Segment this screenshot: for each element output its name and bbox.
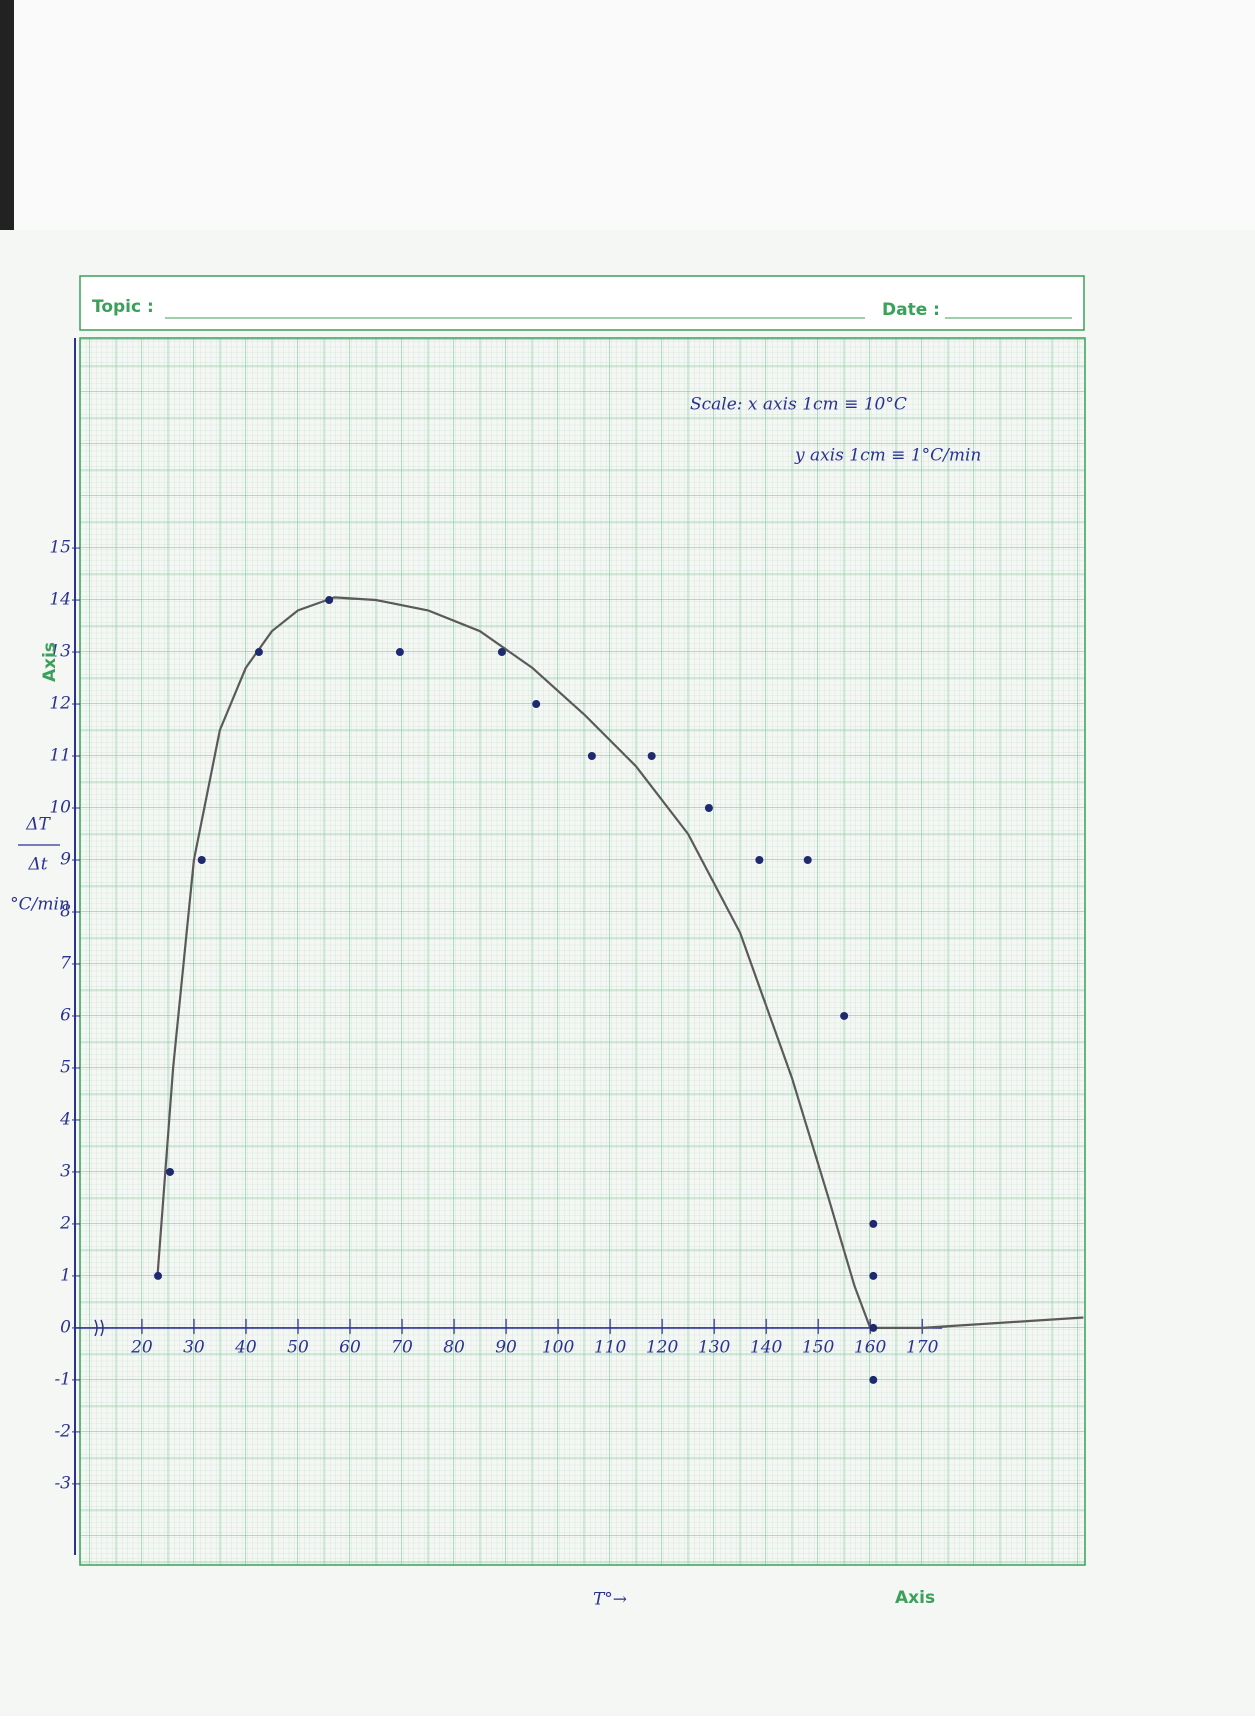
data-point [755,856,763,864]
data-point [396,648,404,656]
x-tick-label: 120 [646,1337,679,1357]
x-tick-label: 40 [234,1337,257,1357]
data-point [588,752,596,760]
date-label: Date : [882,300,940,320]
x-tick-label: 70 [391,1337,413,1357]
y-tick-label: 0 [60,1317,71,1337]
y-tick-label: 10 [49,798,71,818]
x-tick-label: 90 [495,1337,517,1357]
y-tick-label: -1 [54,1369,71,1389]
data-point [869,1324,877,1332]
annotation: y axis 1cm ≡ 1°C/min [794,446,981,466]
y-tick-label: 6 [60,1005,71,1025]
page: Topic : Date : 2030405060708090100110120… [0,0,1255,1716]
axis-note: Axis [40,642,60,682]
x-tick-label: 60 [339,1337,361,1357]
data-point [804,856,812,864]
x-tick-label: 150 [802,1337,835,1357]
data-point [648,752,656,760]
data-point [498,648,506,656]
x-tick-label: 30 [183,1337,205,1357]
x-tick-label: 110 [594,1337,627,1357]
x-tick-label: 50 [287,1337,309,1357]
axis-note: Axis [895,1588,935,1608]
data-point [255,648,263,656]
y-tick-label: -2 [54,1421,71,1441]
x-tick-label: 80 [443,1337,465,1357]
y-tick-label: -3 [54,1473,71,1493]
data-point [166,1168,174,1176]
x-tick-label: 20 [130,1337,153,1357]
scan-top [0,0,1255,230]
chart: Topic : Date : 2030405060708090100110120… [0,0,1255,1716]
y-tick-label: 7 [60,953,71,973]
y-tick-label: 11 [49,746,71,766]
data-point [840,1012,848,1020]
data-point [198,856,206,864]
x-tick-label: 100 [542,1337,575,1357]
data-point [869,1220,877,1228]
y-axis-label: Δt [27,855,47,875]
y-tick-label: 9 [60,849,71,869]
x-tick-label: 170 [906,1337,939,1357]
y-tick-label: 4 [59,1109,71,1129]
data-point [869,1376,877,1384]
scan-edge [0,0,14,230]
grid-paper [80,338,1085,1565]
data-point [532,700,540,708]
x-tick-label: 140 [750,1337,783,1357]
data-point [325,596,333,604]
data-point [154,1272,162,1280]
x-tick-label: 130 [698,1337,731,1357]
y-axis-label: ΔT [25,815,51,835]
y-tick-label: 12 [49,694,71,714]
topic-label: Topic : [92,297,154,317]
x-axis-label: T°→ [593,1590,627,1610]
data-point [869,1272,877,1280]
y-tick-label: 15 [49,538,71,558]
y-tick-label: 14 [49,590,71,610]
annotation: Scale: x axis 1cm ≡ 10°C [690,395,907,415]
y-tick-label: 2 [59,1213,71,1233]
x-tick-label: 160 [854,1337,887,1357]
y-tick-label: 3 [60,1161,71,1181]
y-tick-label: 5 [60,1057,71,1077]
y-tick-label: 1 [60,1265,71,1285]
data-point [705,804,713,812]
y-axis-label: °C/min [10,895,70,915]
